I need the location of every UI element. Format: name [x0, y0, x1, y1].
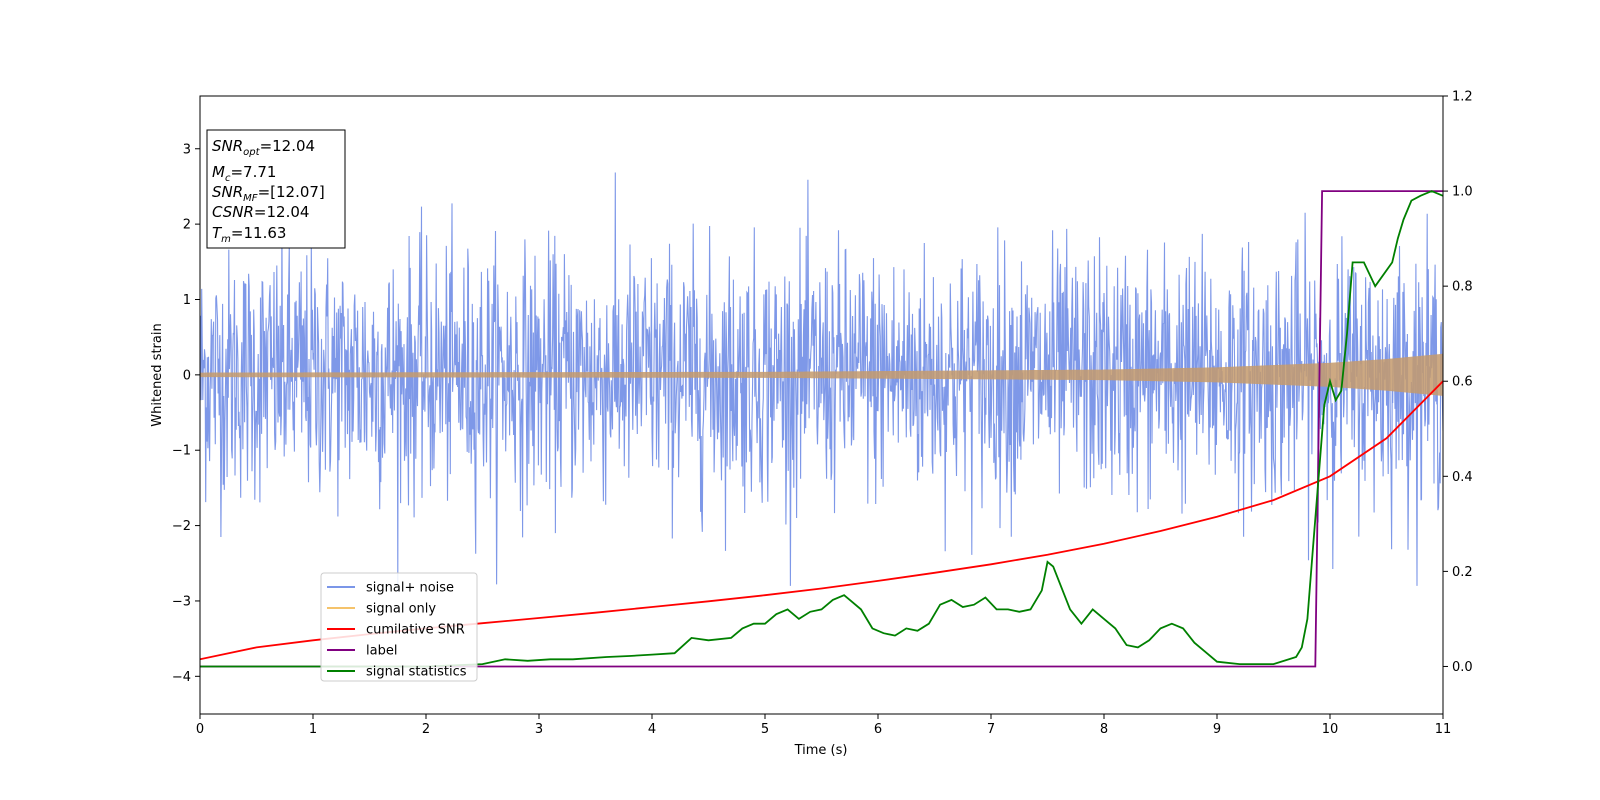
- legend-frame: [320, 572, 478, 682]
- legend: signal+ noise signal only cumilative SNR la…: [320, 572, 478, 682]
- x-tick-label: 4: [648, 722, 656, 737]
- info-box: SNRopt=12.04 Mc=7.71 SNRMF=[12.07] CSNR=…: [206, 129, 346, 249]
- y-left-tick-label: 1: [183, 293, 191, 308]
- y-left-tick-label: 2: [183, 218, 191, 233]
- x-tick-label: 8: [1100, 722, 1108, 737]
- legend-entry: signal statistics: [366, 665, 467, 680]
- legend-entry: cumilative SNR: [366, 623, 465, 638]
- y-left-tick-label: −4: [172, 670, 191, 685]
- y-axis-left: −4 −3 −2 −1 0 1 2 3: [172, 142, 200, 685]
- legend-entry: label: [366, 644, 397, 659]
- y-right-tick-label: 0.4: [1452, 470, 1473, 485]
- y-left-tick-label: −1: [172, 444, 191, 459]
- y-left-tick-label: −3: [172, 594, 191, 609]
- series-label: [200, 190, 1443, 668]
- info-snr-mf: SNRMF=[12.07]: [212, 183, 325, 204]
- y-right-tick-label: 0.0: [1452, 660, 1473, 675]
- y-right-tick-label: 0.6: [1452, 375, 1473, 390]
- plot-frame: [199, 95, 1444, 715]
- x-axis-label: Time (s): [794, 743, 848, 758]
- series-signal-noise: [200, 172, 1443, 586]
- info-tm: Tm=11.63: [212, 224, 286, 245]
- x-tick-label: 10: [1322, 722, 1339, 737]
- x-tick-label: 0: [196, 722, 204, 737]
- noise-series-layer: [200, 172, 1443, 586]
- y-left-tick-label: −2: [172, 519, 191, 534]
- y-left-tick-label: 0: [183, 368, 191, 383]
- y-right-tick-label: 0.2: [1452, 565, 1473, 580]
- series-signal-statistics: [200, 190, 1443, 668]
- x-tick-label: 9: [1213, 722, 1221, 737]
- signal-series-layer: [200, 353, 1443, 396]
- info-mc: Mc=7.71: [212, 163, 276, 184]
- y-axis-right: 0.0 0.2 0.4 0.6 0.8 1.0 1.2: [1443, 90, 1473, 675]
- x-tick-label: 11: [1435, 722, 1452, 737]
- y-right-tick-label: 0.8: [1452, 280, 1473, 295]
- legend-entry: signal+ noise: [366, 581, 454, 596]
- x-tick-label: 6: [874, 722, 882, 737]
- series-signal-only: [200, 353, 1443, 396]
- y-right-tick-label: 1.0: [1452, 185, 1473, 200]
- y-left-tick-label: 3: [183, 142, 191, 157]
- legend-entry: signal only: [366, 602, 436, 617]
- x-axis: 0 1 2 3 4 5 6 7 8 9 10 11: [196, 714, 1451, 737]
- x-tick-label: 5: [761, 722, 769, 737]
- x-tick-label: 7: [987, 722, 995, 737]
- y-axis-label: Whitened strain: [150, 323, 165, 426]
- x-tick-label: 1: [309, 722, 317, 737]
- x-tick-label: 2: [422, 722, 430, 737]
- x-tick-label: 3: [535, 722, 543, 737]
- info-snr-opt: SNRopt=12.04: [212, 137, 315, 158]
- info-csnr: CSNR=12.04: [212, 203, 309, 221]
- y-right-tick-label: 1.2: [1452, 90, 1473, 105]
